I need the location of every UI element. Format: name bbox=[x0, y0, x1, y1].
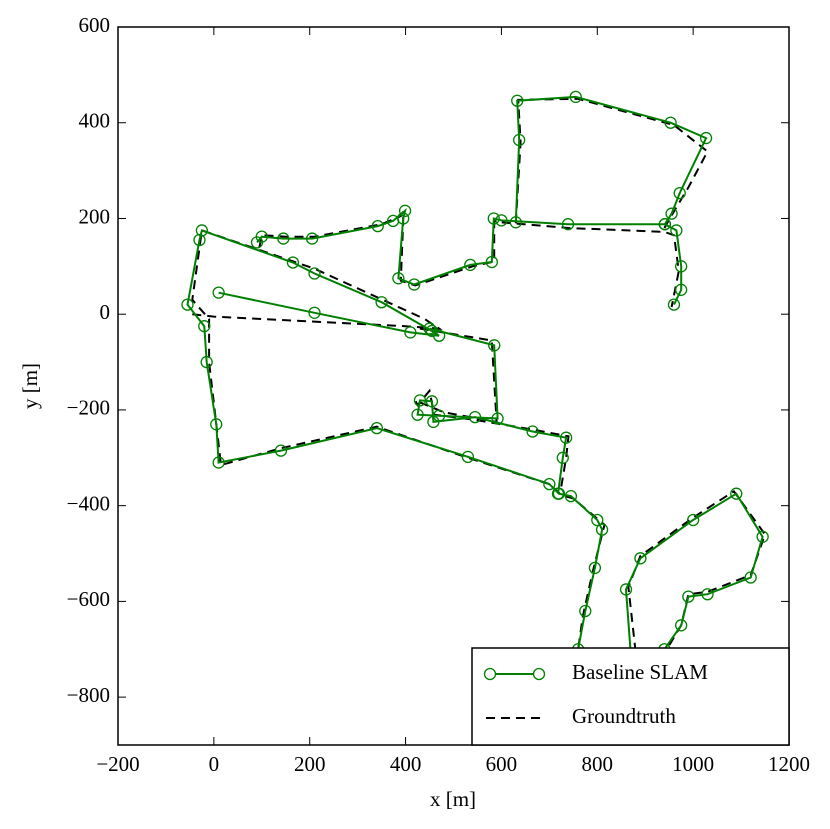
x-tick-label: 1000 bbox=[672, 752, 714, 776]
trajectory-marker bbox=[658, 218, 672, 231]
legend-box bbox=[471, 647, 790, 746]
trajectory-marker bbox=[579, 604, 592, 618]
trajectory-marker bbox=[670, 224, 683, 237]
trajectory-marker bbox=[511, 94, 524, 107]
trajectory-marker bbox=[561, 218, 575, 231]
trajectory-marker bbox=[543, 477, 556, 491]
trajectory-marker bbox=[491, 412, 504, 425]
trajectory-marker bbox=[559, 431, 573, 444]
y-tick-label: −600 bbox=[67, 587, 110, 611]
trajectory-marker bbox=[212, 286, 225, 299]
trajectory-marker bbox=[408, 278, 421, 291]
trajectory-marker bbox=[404, 326, 417, 339]
trajectory-marker bbox=[277, 232, 290, 245]
trajectory-marker bbox=[255, 230, 268, 243]
x-tick-label: 1200 bbox=[768, 752, 810, 776]
trajectory-marker bbox=[665, 207, 678, 220]
y-tick-label: −200 bbox=[67, 396, 110, 420]
trajectory-marker bbox=[195, 224, 209, 237]
trajectory-marker bbox=[551, 487, 565, 500]
trajectory-marker bbox=[468, 410, 482, 424]
trajectory-line bbox=[186, 95, 764, 683]
legend-label: Baseline SLAM bbox=[572, 660, 708, 684]
trajectory-marker bbox=[286, 256, 300, 269]
trajectory-marker bbox=[397, 212, 410, 225]
x-tick-label: 0 bbox=[209, 752, 220, 776]
x-axis-label: x [m] bbox=[430, 787, 476, 811]
trajectory-marker bbox=[675, 619, 688, 632]
legend-marker bbox=[483, 667, 497, 681]
trajectory-marker bbox=[675, 260, 688, 273]
trajectory-marker bbox=[411, 408, 424, 421]
y-tick-label: 0 bbox=[100, 300, 111, 324]
y-tick-label: 200 bbox=[79, 204, 111, 228]
x-tick-label: 400 bbox=[390, 752, 422, 776]
y-tick-label: 400 bbox=[79, 109, 111, 133]
trajectory-marker bbox=[425, 324, 439, 338]
trajectory-marker bbox=[485, 255, 498, 269]
trajectory-marker bbox=[686, 513, 700, 527]
trajectory-marker bbox=[564, 489, 578, 503]
x-tick-label: 600 bbox=[486, 752, 518, 776]
x-tick-label: 200 bbox=[294, 752, 326, 776]
y-tick-label: −400 bbox=[67, 491, 110, 515]
x-tick-label: −200 bbox=[96, 752, 139, 776]
trajectory-marker bbox=[425, 395, 439, 408]
trajectory-marker bbox=[181, 298, 194, 311]
x-tick-label: 800 bbox=[582, 752, 614, 776]
legend-marker bbox=[532, 667, 546, 681]
trajectory-marker bbox=[634, 552, 647, 565]
y-tick-label: 600 bbox=[79, 13, 111, 37]
trajectory-marker bbox=[392, 272, 405, 285]
trajectory-marker bbox=[569, 90, 582, 104]
trajectory-marker bbox=[212, 456, 225, 469]
trajectory-marker bbox=[619, 583, 633, 596]
axes-frame bbox=[117, 26, 790, 746]
trajectory-line bbox=[191, 97, 767, 683]
trajectory-marker bbox=[413, 394, 427, 407]
trajectory-marker bbox=[488, 339, 501, 352]
trajectory-marker bbox=[423, 322, 436, 335]
plot-area bbox=[181, 90, 769, 689]
trajectory-marker bbox=[370, 421, 383, 435]
trajectory-marker bbox=[461, 450, 475, 463]
trajectory-marker bbox=[744, 571, 757, 584]
trajectory-marker bbox=[701, 588, 714, 601]
trajectory-marker bbox=[591, 513, 604, 527]
trajectory-marker bbox=[487, 212, 500, 225]
trajectory-marker bbox=[427, 415, 440, 429]
trajectory-marker bbox=[526, 425, 539, 438]
trajectory-marker bbox=[200, 355, 213, 369]
y-axis-label: y [m] bbox=[18, 363, 42, 409]
trajectory-marker bbox=[305, 232, 319, 245]
trajectory-marker bbox=[664, 116, 677, 129]
trajectory-marker bbox=[371, 219, 384, 233]
y-tick-label: −800 bbox=[67, 683, 110, 707]
trajectory-marker bbox=[682, 590, 695, 603]
trajectory-marker bbox=[675, 283, 688, 296]
trajectory-marker bbox=[730, 487, 743, 500]
trajectory-marker bbox=[464, 258, 477, 272]
trajectory-marker bbox=[699, 131, 713, 145]
trajectory-marker bbox=[210, 418, 223, 431]
trajectory-marker bbox=[513, 133, 526, 147]
legend-label: Groundtruth bbox=[572, 704, 676, 728]
trajectory-marker bbox=[308, 306, 321, 319]
trajectory-marker bbox=[193, 233, 206, 247]
trajectory-marker bbox=[756, 530, 769, 543]
trajectory-marker bbox=[198, 320, 211, 333]
trajectory-marker bbox=[595, 523, 609, 536]
trajectory-marker bbox=[398, 204, 412, 217]
trajectory-marker bbox=[673, 186, 686, 200]
trajectory-marker bbox=[509, 216, 522, 229]
trajectory-marker bbox=[667, 298, 681, 311]
trajectory-marker bbox=[556, 451, 569, 464]
trajectory-marker bbox=[274, 444, 288, 457]
trajectory-marker bbox=[375, 296, 388, 309]
trajectory-marker bbox=[588, 561, 602, 575]
trajectory-marker bbox=[308, 267, 321, 280]
trajectory-marker bbox=[495, 214, 508, 227]
